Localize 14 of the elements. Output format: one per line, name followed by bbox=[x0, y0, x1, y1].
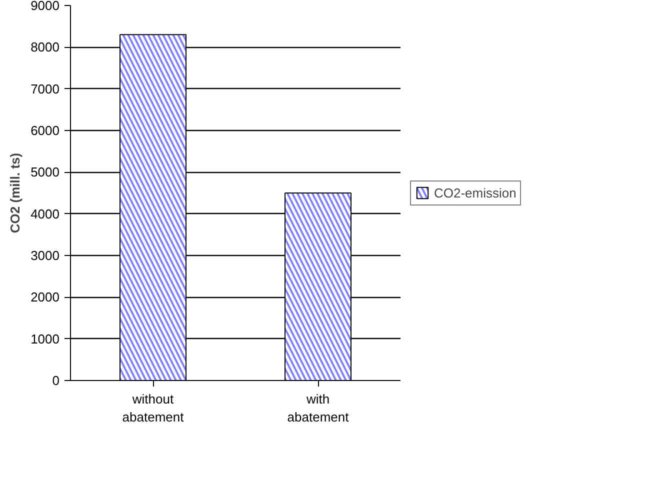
y-tick-label: 6000 bbox=[30, 123, 60, 138]
y-tick-label: 3000 bbox=[30, 248, 60, 263]
x-tick-label: without abatement bbox=[122, 392, 184, 424]
y-tick-label: 5000 bbox=[30, 164, 60, 180]
y-tick-label: 2000 bbox=[30, 290, 60, 305]
y-tick-label: 0 bbox=[52, 373, 60, 388]
y-tick-label: 9000 bbox=[30, 0, 60, 13]
y-tick-label: 4000 bbox=[30, 206, 60, 222]
y-tick-label: 7000 bbox=[30, 81, 60, 96]
y-tick-label: 8000 bbox=[30, 40, 60, 55]
y-tick-label: 1000 bbox=[30, 331, 60, 346]
legend-label: CO2-emission bbox=[434, 185, 516, 200]
y-axis-title: CO2 (mill. ts) bbox=[8, 152, 23, 234]
x-tick-label: with abatement bbox=[287, 392, 350, 424]
